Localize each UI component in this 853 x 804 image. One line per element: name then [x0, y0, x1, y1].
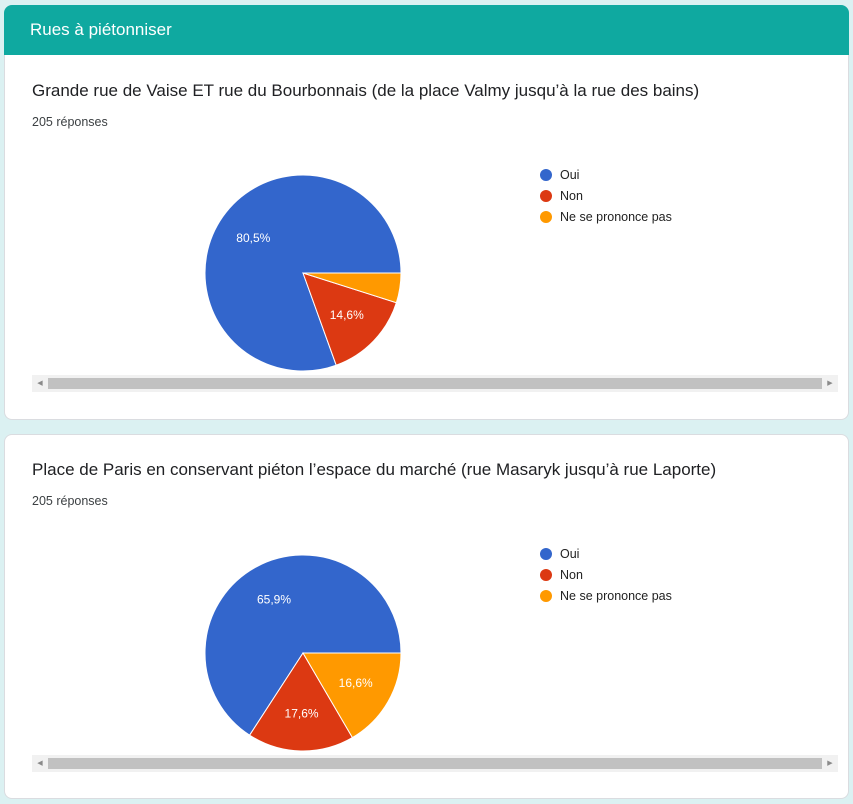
data-label-non: 17,6% [285, 707, 319, 721]
horizontal-scrollbar[interactable]: ◀ ▶ [32, 755, 838, 772]
legend-item-oui[interactable]: Oui [540, 164, 672, 185]
chart-legend: Oui Non Ne se prononce pas [540, 164, 672, 227]
pie-chart: 65,9% 17,6% 16,6% [204, 554, 402, 752]
legend-item-nsp[interactable]: Ne se prononce pas [540, 585, 672, 606]
legend-item-non[interactable]: Non [540, 185, 672, 206]
response-count: 205 réponses [32, 115, 108, 129]
data-label-oui: 80,5% [236, 231, 270, 245]
pie-chart: 80,5% 14,6% [204, 174, 402, 372]
legend-label: Non [560, 188, 583, 203]
legend-dot-icon [540, 168, 552, 181]
legend-label: Non [560, 567, 583, 582]
legend-label: Ne se prononce pas [560, 209, 672, 224]
slice-non[interactable] [248, 652, 354, 752]
legend-label: Ne se prononce pas [560, 588, 672, 603]
scroll-right-icon[interactable]: ▶ [827, 760, 833, 767]
legend-item-non[interactable]: Non [540, 564, 672, 585]
response-count: 205 réponses [32, 494, 108, 508]
legend-label: Oui [560, 167, 580, 182]
question-card-1: Grande rue de Vaise ET rue du Bourbonnai… [4, 55, 849, 420]
legend-label: Oui [560, 546, 580, 561]
legend-dot-icon [540, 589, 552, 602]
question-title: Grande rue de Vaise ET rue du Bourbonnai… [32, 81, 700, 100]
slice-non[interactable] [302, 272, 398, 366]
scroll-thumb[interactable] [48, 378, 822, 389]
legend-dot-icon [540, 189, 552, 202]
section-title: Rues à piétonniser [30, 20, 172, 39]
scroll-thumb[interactable] [48, 758, 822, 769]
section-header: Rues à piétonniser [4, 5, 849, 55]
horizontal-scrollbar[interactable]: ◀ ▶ [32, 375, 838, 392]
scroll-left-icon[interactable]: ◀ [37, 380, 43, 387]
scroll-left-icon[interactable]: ◀ [37, 760, 43, 767]
legend-item-oui[interactable]: Oui [540, 543, 672, 564]
question-card-2: Place de Paris en conservant piéton l’es… [4, 434, 849, 799]
slice-nsp[interactable] [302, 652, 402, 739]
scroll-right-icon[interactable]: ▶ [827, 380, 833, 387]
data-label-oui: 65,9% [257, 593, 291, 607]
chart-legend: Oui Non Ne se prononce pas [540, 543, 672, 606]
slice-nsp[interactable] [302, 272, 402, 304]
data-label-non: 14,6% [330, 308, 364, 322]
legend-dot-icon [540, 568, 552, 581]
legend-item-nsp[interactable]: Ne se prononce pas [540, 206, 672, 227]
data-label-nsp: 16,6% [339, 676, 373, 690]
legend-dot-icon [540, 547, 552, 560]
question-title: Place de Paris en conservant piéton l’es… [32, 460, 717, 479]
slice-oui[interactable] [204, 554, 402, 736]
legend-dot-icon [540, 210, 552, 223]
